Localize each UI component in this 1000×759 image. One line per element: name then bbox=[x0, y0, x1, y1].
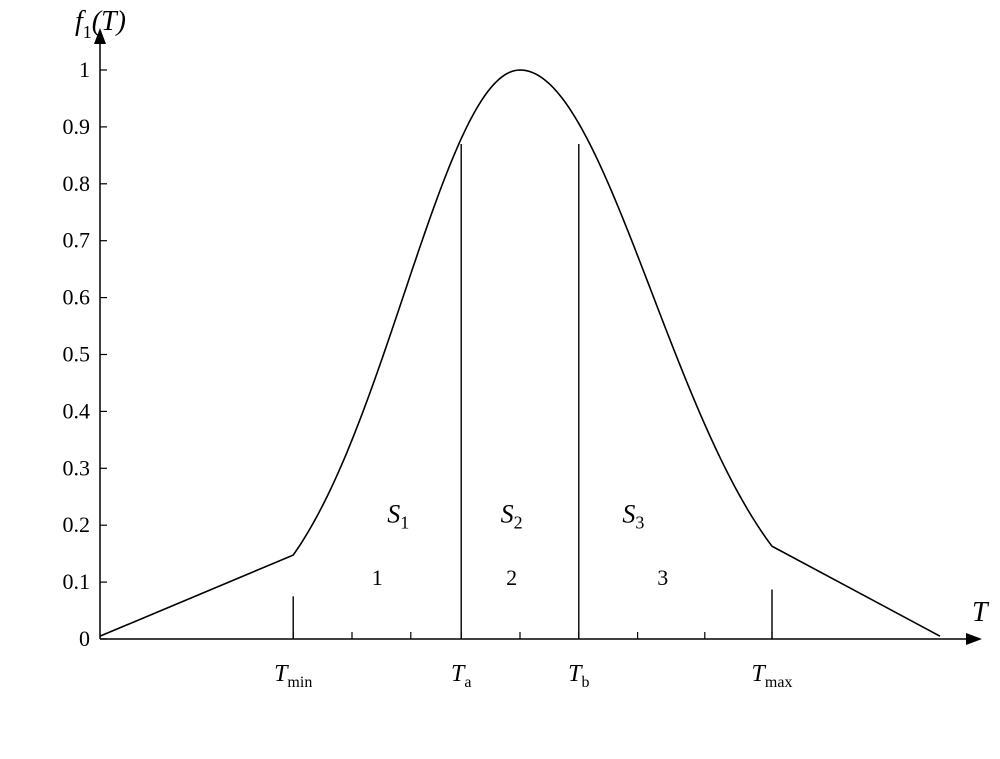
x-tick-label: Tmin bbox=[274, 661, 312, 691]
chart-svg: 0 0.1 0.2 0.3 0.4 0.5 0.6 0.7 0.8 0.9 1 f1(T) Tmin Ta… bbox=[0, 0, 1000, 759]
y-tick-label: 0 bbox=[79, 626, 90, 651]
y-axis-title: f1(T) bbox=[75, 6, 126, 42]
region-number: 2 bbox=[506, 565, 517, 590]
y-tick-label: 0.2 bbox=[63, 512, 91, 537]
y-tick-label: 1 bbox=[79, 57, 90, 82]
region-label: S1 bbox=[387, 499, 409, 532]
y-tick-label: 0.3 bbox=[63, 455, 91, 480]
x-tick-label: Tmax bbox=[752, 661, 793, 691]
x-axis-title: T bbox=[972, 597, 990, 628]
y-tick-label: 0.9 bbox=[63, 114, 91, 139]
region-label: S3 bbox=[622, 499, 644, 532]
chart-container: 0 0.1 0.2 0.3 0.4 0.5 0.6 0.7 0.8 0.9 1 f1(T) Tmin Ta… bbox=[0, 0, 1000, 759]
y-tick-label: 0.1 bbox=[63, 569, 91, 594]
region-number: 3 bbox=[657, 565, 668, 590]
y-tick-label: 0.5 bbox=[63, 342, 91, 367]
y-tick-label: 0.6 bbox=[63, 285, 91, 310]
bell-curve bbox=[100, 70, 940, 636]
region-label: S2 bbox=[501, 499, 523, 532]
x-axis-arrow bbox=[966, 633, 982, 645]
y-tick-label: 0.8 bbox=[63, 171, 91, 196]
region-number: 1 bbox=[372, 565, 383, 590]
y-tick-label: 0.4 bbox=[63, 398, 91, 423]
x-tick-label: Tb bbox=[568, 661, 589, 691]
y-tick-label: 0.7 bbox=[63, 228, 91, 253]
x-tick-label: Ta bbox=[451, 661, 471, 691]
